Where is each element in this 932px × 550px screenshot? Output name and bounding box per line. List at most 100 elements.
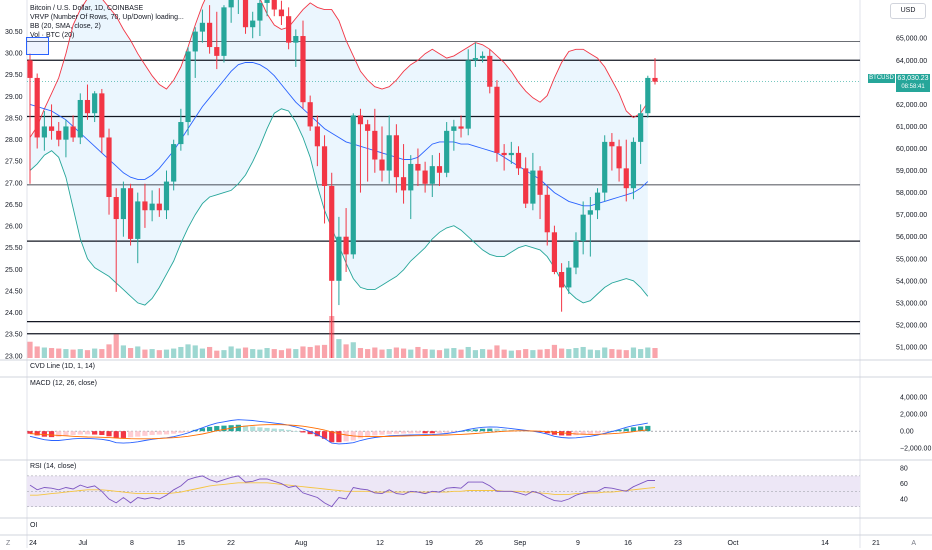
macd-histogram-bar bbox=[393, 431, 399, 434]
volume-bar bbox=[48, 348, 55, 358]
macd-histogram-bar bbox=[551, 431, 558, 435]
x-axis-label: 15 bbox=[177, 540, 185, 547]
macd-histogram-bar bbox=[573, 431, 579, 436]
macd-histogram-bar bbox=[508, 429, 514, 432]
candle-body bbox=[34, 77, 40, 138]
candle-body bbox=[544, 194, 550, 233]
candle-body bbox=[451, 126, 457, 131]
candle-body bbox=[264, 0, 270, 3]
volume-bar bbox=[357, 348, 364, 358]
legend-bb: BB (20, SMA, close, 2) bbox=[30, 23, 101, 30]
zoom-button[interactable]: Z bbox=[6, 540, 11, 547]
volume-bar bbox=[99, 349, 105, 358]
candle-body bbox=[609, 141, 615, 147]
macd-histogram-bar bbox=[487, 428, 493, 432]
candle-body bbox=[329, 185, 335, 281]
candle-body bbox=[487, 55, 493, 87]
macd-axis-label: −2,000.00 bbox=[900, 446, 931, 453]
candle-body bbox=[515, 152, 522, 169]
macd-histogram-bar bbox=[616, 429, 622, 432]
x-axis-label: 8 bbox=[130, 540, 134, 547]
volume-bar bbox=[386, 349, 392, 358]
candle-body bbox=[652, 77, 658, 82]
volume-bar bbox=[178, 346, 184, 358]
candle-body bbox=[559, 271, 565, 288]
volume-bar bbox=[77, 349, 83, 358]
left-axis-label: 25.00 bbox=[5, 267, 23, 274]
macd-histogram-bar bbox=[120, 431, 126, 438]
candle-body bbox=[645, 77, 651, 114]
macd-histogram-bar bbox=[436, 431, 443, 434]
left-axis-label: 23.50 bbox=[5, 332, 23, 339]
candle-body bbox=[321, 146, 328, 186]
candle-body bbox=[623, 168, 629, 189]
macd-histogram-bar bbox=[264, 427, 270, 432]
volume-bar bbox=[587, 349, 593, 358]
price-tag-value: 63,030.23 bbox=[896, 74, 930, 83]
candle-body bbox=[135, 201, 141, 239]
price-axis-label: 62,000.00 bbox=[896, 102, 927, 109]
candle-body bbox=[99, 93, 105, 138]
price-axis-label: 65,000.00 bbox=[896, 36, 927, 43]
candle-body bbox=[400, 177, 407, 191]
volume-bar bbox=[602, 347, 608, 358]
auto-scale-button[interactable]: A bbox=[911, 540, 916, 547]
currency-button[interactable]: USD bbox=[890, 3, 926, 19]
price-tag-symbol: BTCUSD bbox=[868, 74, 895, 83]
cvd-title: CVD Line (1D, 1, 14) bbox=[30, 363, 95, 370]
candle-body bbox=[63, 126, 69, 140]
volume-bar bbox=[436, 350, 443, 358]
macd-histogram-bar bbox=[135, 431, 141, 437]
candle-body bbox=[379, 159, 385, 171]
volume-bar bbox=[400, 348, 407, 358]
candle-body bbox=[127, 188, 134, 239]
candle-body bbox=[372, 130, 378, 160]
volume-bar bbox=[623, 350, 629, 358]
macd-axis-label: 2,000.00 bbox=[900, 412, 927, 419]
legend-vol: Vol · BTC (20) bbox=[30, 32, 75, 39]
macd-histogram-bar bbox=[84, 431, 91, 435]
price-axis-label: 57,000.00 bbox=[896, 212, 927, 219]
volume-bar bbox=[127, 348, 134, 358]
candle-body bbox=[472, 58, 479, 61]
price-tag: BTCUSD 63,030.23 08:58:41 bbox=[868, 74, 930, 92]
volume-bar bbox=[609, 349, 615, 358]
volume-bar bbox=[451, 348, 457, 358]
volume-bar bbox=[278, 350, 285, 358]
rsi-axis-label: 60 bbox=[900, 481, 908, 488]
left-axis-label: 26.00 bbox=[5, 224, 23, 231]
price-axis-label: 55,000.00 bbox=[896, 256, 927, 263]
candle-body bbox=[156, 203, 162, 211]
macd-histogram-bar bbox=[99, 431, 105, 435]
candle-body bbox=[106, 137, 112, 198]
price-axis-label: 51,000.00 bbox=[896, 344, 927, 351]
candle-body bbox=[293, 36, 299, 43]
macd-histogram-bar bbox=[214, 426, 220, 432]
volume-bar bbox=[616, 349, 622, 358]
candle-body bbox=[221, 7, 227, 56]
macd-histogram-bar bbox=[645, 425, 651, 432]
x-axis-label: 22 bbox=[227, 540, 235, 547]
candle-body bbox=[415, 163, 421, 171]
candle-body bbox=[638, 113, 644, 142]
x-axis-label: 16 bbox=[624, 540, 632, 547]
volume-bar bbox=[27, 341, 33, 358]
volume-bar bbox=[336, 339, 342, 358]
macd-histogram-bar bbox=[235, 424, 241, 432]
candle-body bbox=[508, 152, 514, 156]
candle-body bbox=[630, 141, 637, 189]
candle-body bbox=[551, 232, 558, 272]
candle-body bbox=[242, 0, 249, 28]
x-axis-label: Sep bbox=[514, 540, 527, 547]
volume-bar bbox=[573, 348, 579, 358]
macd-histogram-bar bbox=[185, 431, 191, 432]
volume-bar bbox=[566, 349, 572, 358]
candle-body bbox=[278, 9, 285, 17]
macd-histogram-bar bbox=[221, 425, 227, 432]
volume-bar bbox=[250, 349, 256, 358]
left-axis-label: 27.50 bbox=[5, 159, 23, 166]
candle-body bbox=[271, 0, 277, 10]
macd-histogram-bar bbox=[444, 431, 450, 433]
volume-bar bbox=[472, 350, 479, 358]
macd-histogram-bar bbox=[27, 431, 33, 434]
